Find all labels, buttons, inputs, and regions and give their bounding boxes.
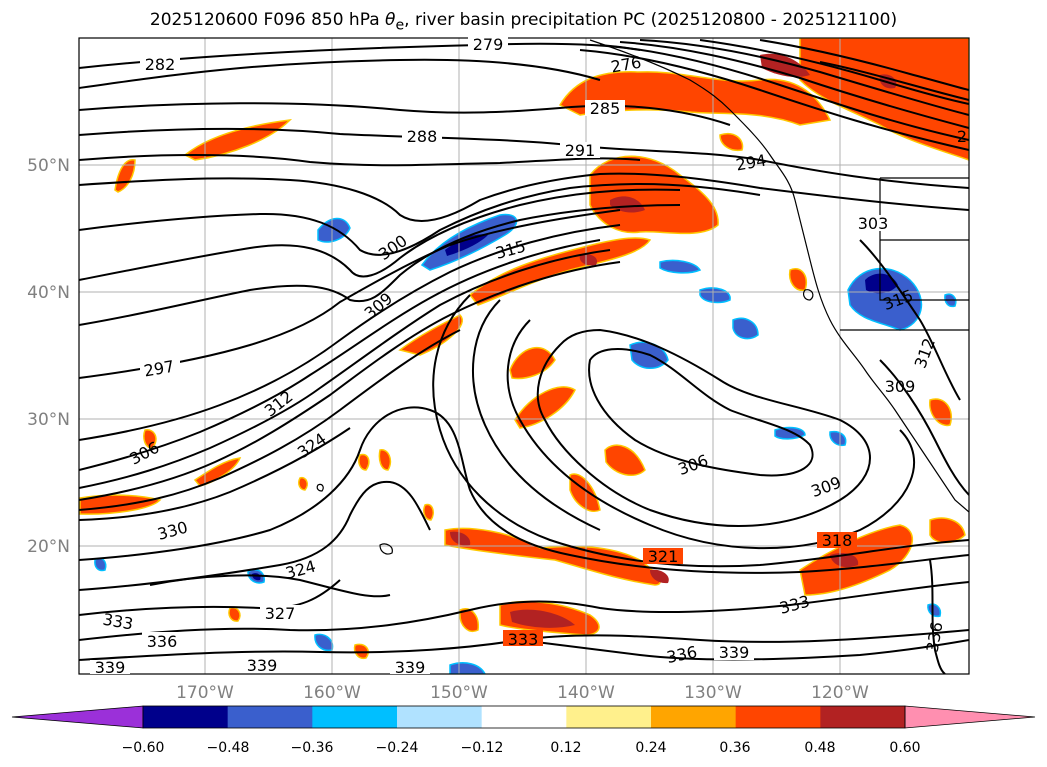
contour-label: 333 <box>508 630 539 649</box>
contour-label: 303 <box>858 214 889 233</box>
contour-label: 318 <box>822 531 853 550</box>
colorbar-segment <box>312 706 398 728</box>
lon-label: 130°W <box>684 683 742 703</box>
contour-label: 279 <box>473 35 504 54</box>
lat-label: 30°N <box>27 410 70 430</box>
plot-frame <box>78 37 970 675</box>
contour-label: 285 <box>590 99 621 118</box>
contour-label: 309 <box>885 377 916 396</box>
contour-label: 288 <box>407 127 438 146</box>
colorbar-tick-label: −0.36 <box>291 740 334 756</box>
colorbar-tick-label: −0.24 <box>376 740 419 756</box>
colorbar-segment <box>820 706 906 728</box>
colorbar-tick-label: −0.12 <box>461 740 504 756</box>
contour-label: 339 <box>719 643 750 662</box>
lat-label: 20°N <box>27 537 70 557</box>
colorbar-segment <box>227 706 313 728</box>
colorbar-tick-label: 0.60 <box>889 740 920 756</box>
lon-label: 140°W <box>557 683 615 703</box>
contour-label: 339 <box>95 658 126 677</box>
lon-label: 170°W <box>176 683 234 703</box>
colorbar-tick-label: −0.60 <box>122 740 165 756</box>
contour-label: 321 <box>648 547 679 566</box>
colorbar-extend-high <box>904 705 1036 729</box>
lon-label: 160°W <box>303 683 361 703</box>
contour-label: 327 <box>265 604 296 623</box>
colorbar-segment <box>143 706 229 728</box>
contour-label: 291 <box>565 141 596 160</box>
colorbar-tick-label: 0.12 <box>550 740 581 756</box>
colorbar-frame <box>142 705 906 729</box>
colorbar-segment <box>481 706 567 728</box>
colorbar-segment <box>651 706 737 728</box>
colorbar-segment <box>566 706 652 728</box>
contour-label: 336 <box>147 632 178 651</box>
colorbar-tick-label: −0.48 <box>207 740 250 756</box>
colorbar-tick-label: 0.24 <box>635 740 666 756</box>
contour-label: 2 <box>957 127 967 146</box>
map-title: 2025120600 F096 850 hPa θe, river basin … <box>149 10 898 34</box>
theta-e-contours <box>79 39 969 674</box>
lon-label: 120°W <box>811 683 869 703</box>
contour-label: 282 <box>145 55 176 74</box>
longitude-axis: 170°W 160°W 150°W 140°W 130°W 120°W <box>176 683 869 703</box>
colorbar-tick-label: 0.36 <box>719 740 750 756</box>
colorbar-extend-low <box>11 705 144 729</box>
lat-label: 40°N <box>27 283 70 303</box>
colorbar: −0.60 −0.48 −0.36 −0.24 −0.12 0.12 0.24 … <box>11 705 1036 756</box>
colorbar-segment <box>735 706 821 728</box>
lon-label: 150°W <box>430 683 488 703</box>
colorbar-tick-label: 0.48 <box>804 740 835 756</box>
latitude-axis: 50°N 40°N 30°N 20°N <box>27 156 70 557</box>
colorbar-segment <box>397 706 483 728</box>
contour-label: 339 <box>395 658 426 677</box>
lat-label: 50°N <box>27 156 70 176</box>
contour-label: 339 <box>247 656 278 675</box>
precip-strong-negative-shading <box>252 234 898 581</box>
